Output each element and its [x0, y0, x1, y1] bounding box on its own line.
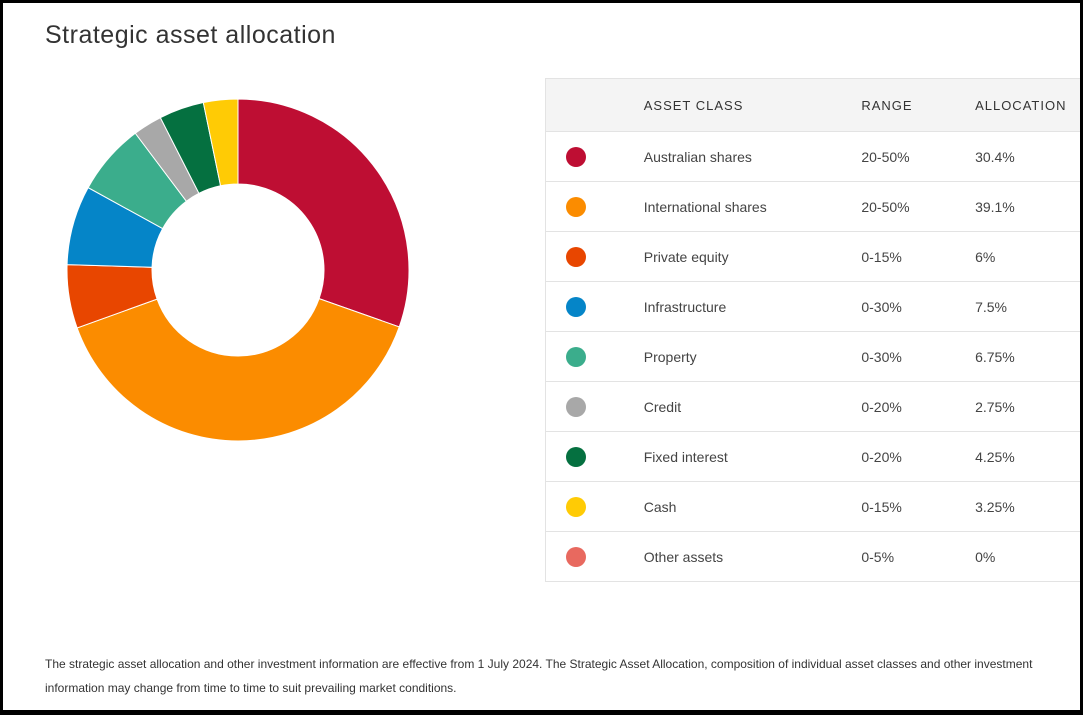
legend-swatch-cell: [545, 531, 644, 582]
asset-class-name: Credit: [643, 381, 862, 432]
asset-class-range: 20-50%: [861, 181, 976, 232]
legend-swatch-cell: [545, 381, 644, 432]
page-title: Strategic asset allocation: [45, 21, 336, 49]
legend-color-dot: [566, 346, 586, 367]
asset-class-name: Australian shares: [643, 131, 862, 182]
legend-color-dot: [566, 146, 586, 167]
asset-class-name: Cash: [643, 481, 862, 532]
asset-class-allocation: 2.75%: [975, 381, 1080, 432]
legend-swatch-cell: [545, 431, 644, 482]
table-row: Cash 0-15% 3.25%: [545, 481, 1080, 532]
table-row: Credit 0-20% 2.75%: [545, 381, 1080, 432]
asset-class-range: 0-20%: [861, 381, 976, 432]
legend-swatch-cell: [545, 231, 644, 282]
table-row: Infrastructure 0-30% 7.5%: [545, 281, 1080, 332]
legend-swatch-cell: [545, 331, 644, 382]
asset-class-name: Infrastructure: [643, 281, 862, 332]
page-frame: Strategic asset allocation ASSET CLASS R…: [3, 3, 1080, 710]
header-asset-class: ASSET CLASS: [643, 78, 862, 132]
legend-color-dot: [566, 296, 586, 317]
asset-class-allocation: 6%: [975, 231, 1080, 282]
table-row: Private equity 0-15% 6%: [545, 231, 1080, 282]
legend-swatch-cell: [545, 281, 644, 332]
asset-class-allocation: 7.5%: [975, 281, 1080, 332]
asset-class-name: Other assets: [643, 531, 862, 582]
header-allocation: ALLOCATION: [975, 78, 1080, 132]
table-row: International shares 20-50% 39.1%: [545, 181, 1080, 232]
asset-class-name: International shares: [643, 181, 862, 232]
legend-color-dot: [566, 496, 586, 517]
donut-slice-international-shares: [76, 297, 400, 442]
legend-swatch-cell: [545, 181, 644, 232]
legend-color-dot: [566, 446, 586, 467]
legend-swatch-cell: [545, 131, 644, 182]
asset-class-name: Property: [643, 331, 862, 382]
legend-color-dot: [566, 396, 586, 417]
legend-color-dot: [566, 246, 586, 267]
asset-class-range: 0-15%: [861, 231, 976, 282]
legend-swatch-cell: [545, 481, 644, 532]
asset-class-allocation: 4.25%: [975, 431, 1080, 482]
asset-class-allocation: 3.25%: [975, 481, 1080, 532]
table-header-row: ASSET CLASS RANGE ALLOCATION: [545, 78, 1080, 132]
donut-slice-cash: [202, 98, 239, 187]
allocation-table: ASSET CLASS RANGE ALLOCATION Australian …: [545, 78, 1080, 582]
donut-chart-svg: [66, 98, 410, 442]
table-row: Fixed interest 0-20% 4.25%: [545, 431, 1080, 482]
donut-chart: [63, 95, 413, 445]
donut-slice-australian-shares: [237, 98, 410, 328]
asset-class-range: 0-30%: [861, 281, 976, 332]
asset-class-allocation: 6.75%: [975, 331, 1080, 382]
table-row: Property 0-30% 6.75%: [545, 331, 1080, 382]
asset-class-name: Fixed interest: [643, 431, 862, 482]
footnote: The strategic asset allocation and other…: [45, 657, 1033, 695]
asset-class-range: 0-15%: [861, 481, 976, 532]
asset-class-range: 0-20%: [861, 431, 976, 482]
header-range: RANGE: [861, 78, 976, 132]
header-color-column: [545, 78, 644, 132]
asset-class-allocation: 39.1%: [975, 181, 1080, 232]
asset-class-range: 20-50%: [861, 131, 976, 182]
asset-class-name: Private equity: [643, 231, 862, 282]
table-row: Australian shares 20-50% 30.4%: [545, 131, 1080, 182]
asset-class-allocation: 30.4%: [975, 131, 1080, 182]
asset-class-allocation: 0%: [975, 531, 1080, 582]
legend-color-dot: [566, 546, 586, 567]
asset-class-range: 0-30%: [861, 331, 976, 382]
table-row: Other assets 0-5% 0%: [545, 531, 1080, 582]
legend-color-dot: [566, 196, 586, 217]
asset-class-range: 0-5%: [861, 531, 976, 582]
